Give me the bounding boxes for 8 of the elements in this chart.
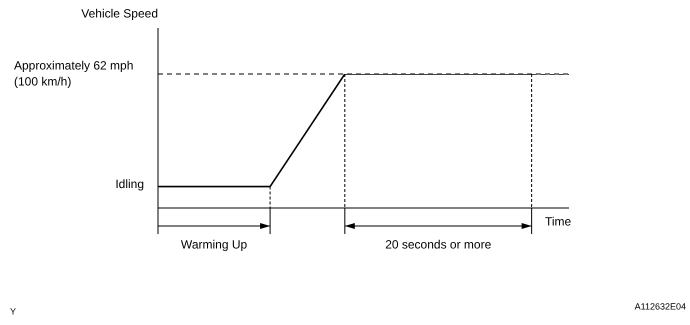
text: 20 seconds or more — [385, 237, 492, 252]
text: Warming Up — [180, 237, 248, 252]
text: Y — [10, 306, 16, 316]
text: Idling — [115, 176, 144, 191]
ref-line-label: Approximately 62 mph (100 km/h) — [14, 58, 134, 88]
y-axis-title: Vehicle Speed — [81, 6, 158, 20]
text: A112632E04 — [634, 301, 686, 312]
x-axis-title: Time — [545, 214, 572, 228]
